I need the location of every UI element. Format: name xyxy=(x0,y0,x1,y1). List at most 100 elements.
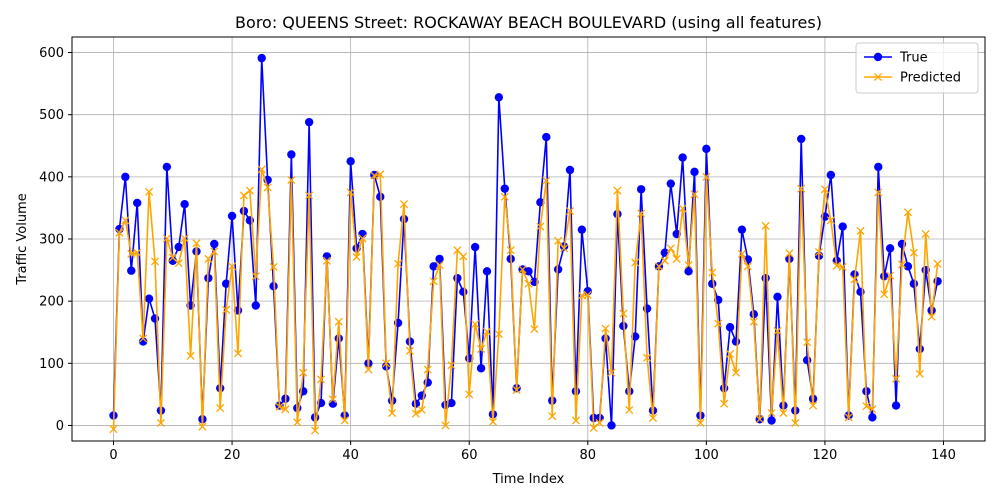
data-point xyxy=(886,271,895,280)
data-point xyxy=(494,93,504,102)
data-point xyxy=(915,344,924,354)
y-axis-ticks: 0 100 200 300 400 500 600 xyxy=(39,46,72,434)
data-point xyxy=(358,234,367,243)
x-tick-label: 80 xyxy=(580,448,597,463)
data-point xyxy=(251,272,260,281)
data-point xyxy=(755,415,764,424)
data-point xyxy=(731,337,741,346)
x-axis-label: Time Index xyxy=(492,472,565,487)
data-point xyxy=(334,317,343,326)
x-tick-label: 60 xyxy=(461,448,478,463)
data-point xyxy=(571,416,580,425)
data-point xyxy=(565,206,575,216)
data-point xyxy=(797,184,806,193)
x-tick-label: 140 xyxy=(931,448,956,463)
data-point xyxy=(868,413,877,422)
data-point xyxy=(394,259,403,268)
data-point xyxy=(304,117,314,127)
data-point xyxy=(476,364,486,373)
data-point xyxy=(459,252,468,261)
data-point xyxy=(844,413,853,422)
legend-label: Predicted xyxy=(900,71,961,86)
data-point xyxy=(411,399,421,408)
legend-marker xyxy=(873,72,883,82)
data-point xyxy=(814,247,824,257)
data-point xyxy=(174,242,183,252)
data-point xyxy=(162,162,172,172)
data-point xyxy=(885,244,895,253)
data-point xyxy=(150,257,160,266)
data-point xyxy=(631,258,640,267)
data-point xyxy=(482,327,492,336)
x-tick-label: 40 xyxy=(342,448,359,463)
data-point xyxy=(743,262,752,271)
data-point xyxy=(761,221,770,231)
data-point xyxy=(720,399,729,408)
data-point xyxy=(850,275,859,284)
data-point xyxy=(429,277,438,286)
data-point xyxy=(316,375,326,384)
data-point xyxy=(328,399,338,408)
data-point xyxy=(619,309,628,318)
data-point xyxy=(435,254,444,264)
data-point xyxy=(714,319,723,328)
data-point xyxy=(346,188,355,197)
data-point xyxy=(447,361,456,370)
data-point xyxy=(891,401,901,410)
x-tick-label: 0 xyxy=(109,448,117,463)
data-point xyxy=(139,334,148,343)
legend-marker xyxy=(873,52,883,62)
data-point xyxy=(471,320,480,329)
data-point xyxy=(305,191,314,200)
data-point xyxy=(773,326,782,336)
data-point xyxy=(838,262,847,272)
data-point xyxy=(779,408,788,418)
legend: True Predicted xyxy=(855,42,979,94)
data-point xyxy=(909,248,918,257)
data-point xyxy=(749,317,758,326)
data-point xyxy=(726,349,735,359)
data-point xyxy=(660,256,669,265)
y-tick-label: 500 xyxy=(39,108,64,123)
data-point xyxy=(625,405,634,414)
data-point xyxy=(435,261,444,270)
data-point xyxy=(613,186,622,195)
data-point xyxy=(257,165,266,174)
data-point xyxy=(678,204,687,213)
data-point xyxy=(809,401,818,410)
data-point xyxy=(322,256,331,265)
data-point xyxy=(233,349,243,358)
data-point xyxy=(512,385,521,395)
data-point xyxy=(121,216,130,225)
data-point xyxy=(684,261,693,270)
data-point xyxy=(121,172,130,182)
data-point xyxy=(915,369,924,378)
data-point xyxy=(820,185,829,194)
data-point xyxy=(222,305,231,314)
data-point xyxy=(737,249,746,258)
data-point xyxy=(536,222,545,231)
y-tick-label: 300 xyxy=(39,233,64,248)
data-point xyxy=(358,229,367,239)
data-point xyxy=(465,390,474,399)
data-point xyxy=(731,368,741,377)
data-point xyxy=(388,408,397,418)
legend-box xyxy=(855,42,979,94)
data-point xyxy=(933,259,942,268)
data-point xyxy=(696,418,705,428)
data-point xyxy=(803,338,812,347)
x-axis-ticks: 0 20 40 60 80 100 120 140 xyxy=(109,441,956,463)
data-point xyxy=(488,417,497,426)
data-point xyxy=(482,267,492,276)
data-point xyxy=(251,301,260,310)
data-point xyxy=(767,408,776,418)
data-point xyxy=(352,252,361,262)
data-point xyxy=(874,162,883,172)
data-point xyxy=(826,216,835,225)
data-point xyxy=(144,294,154,303)
data-point xyxy=(145,187,154,196)
data-point xyxy=(299,368,308,377)
